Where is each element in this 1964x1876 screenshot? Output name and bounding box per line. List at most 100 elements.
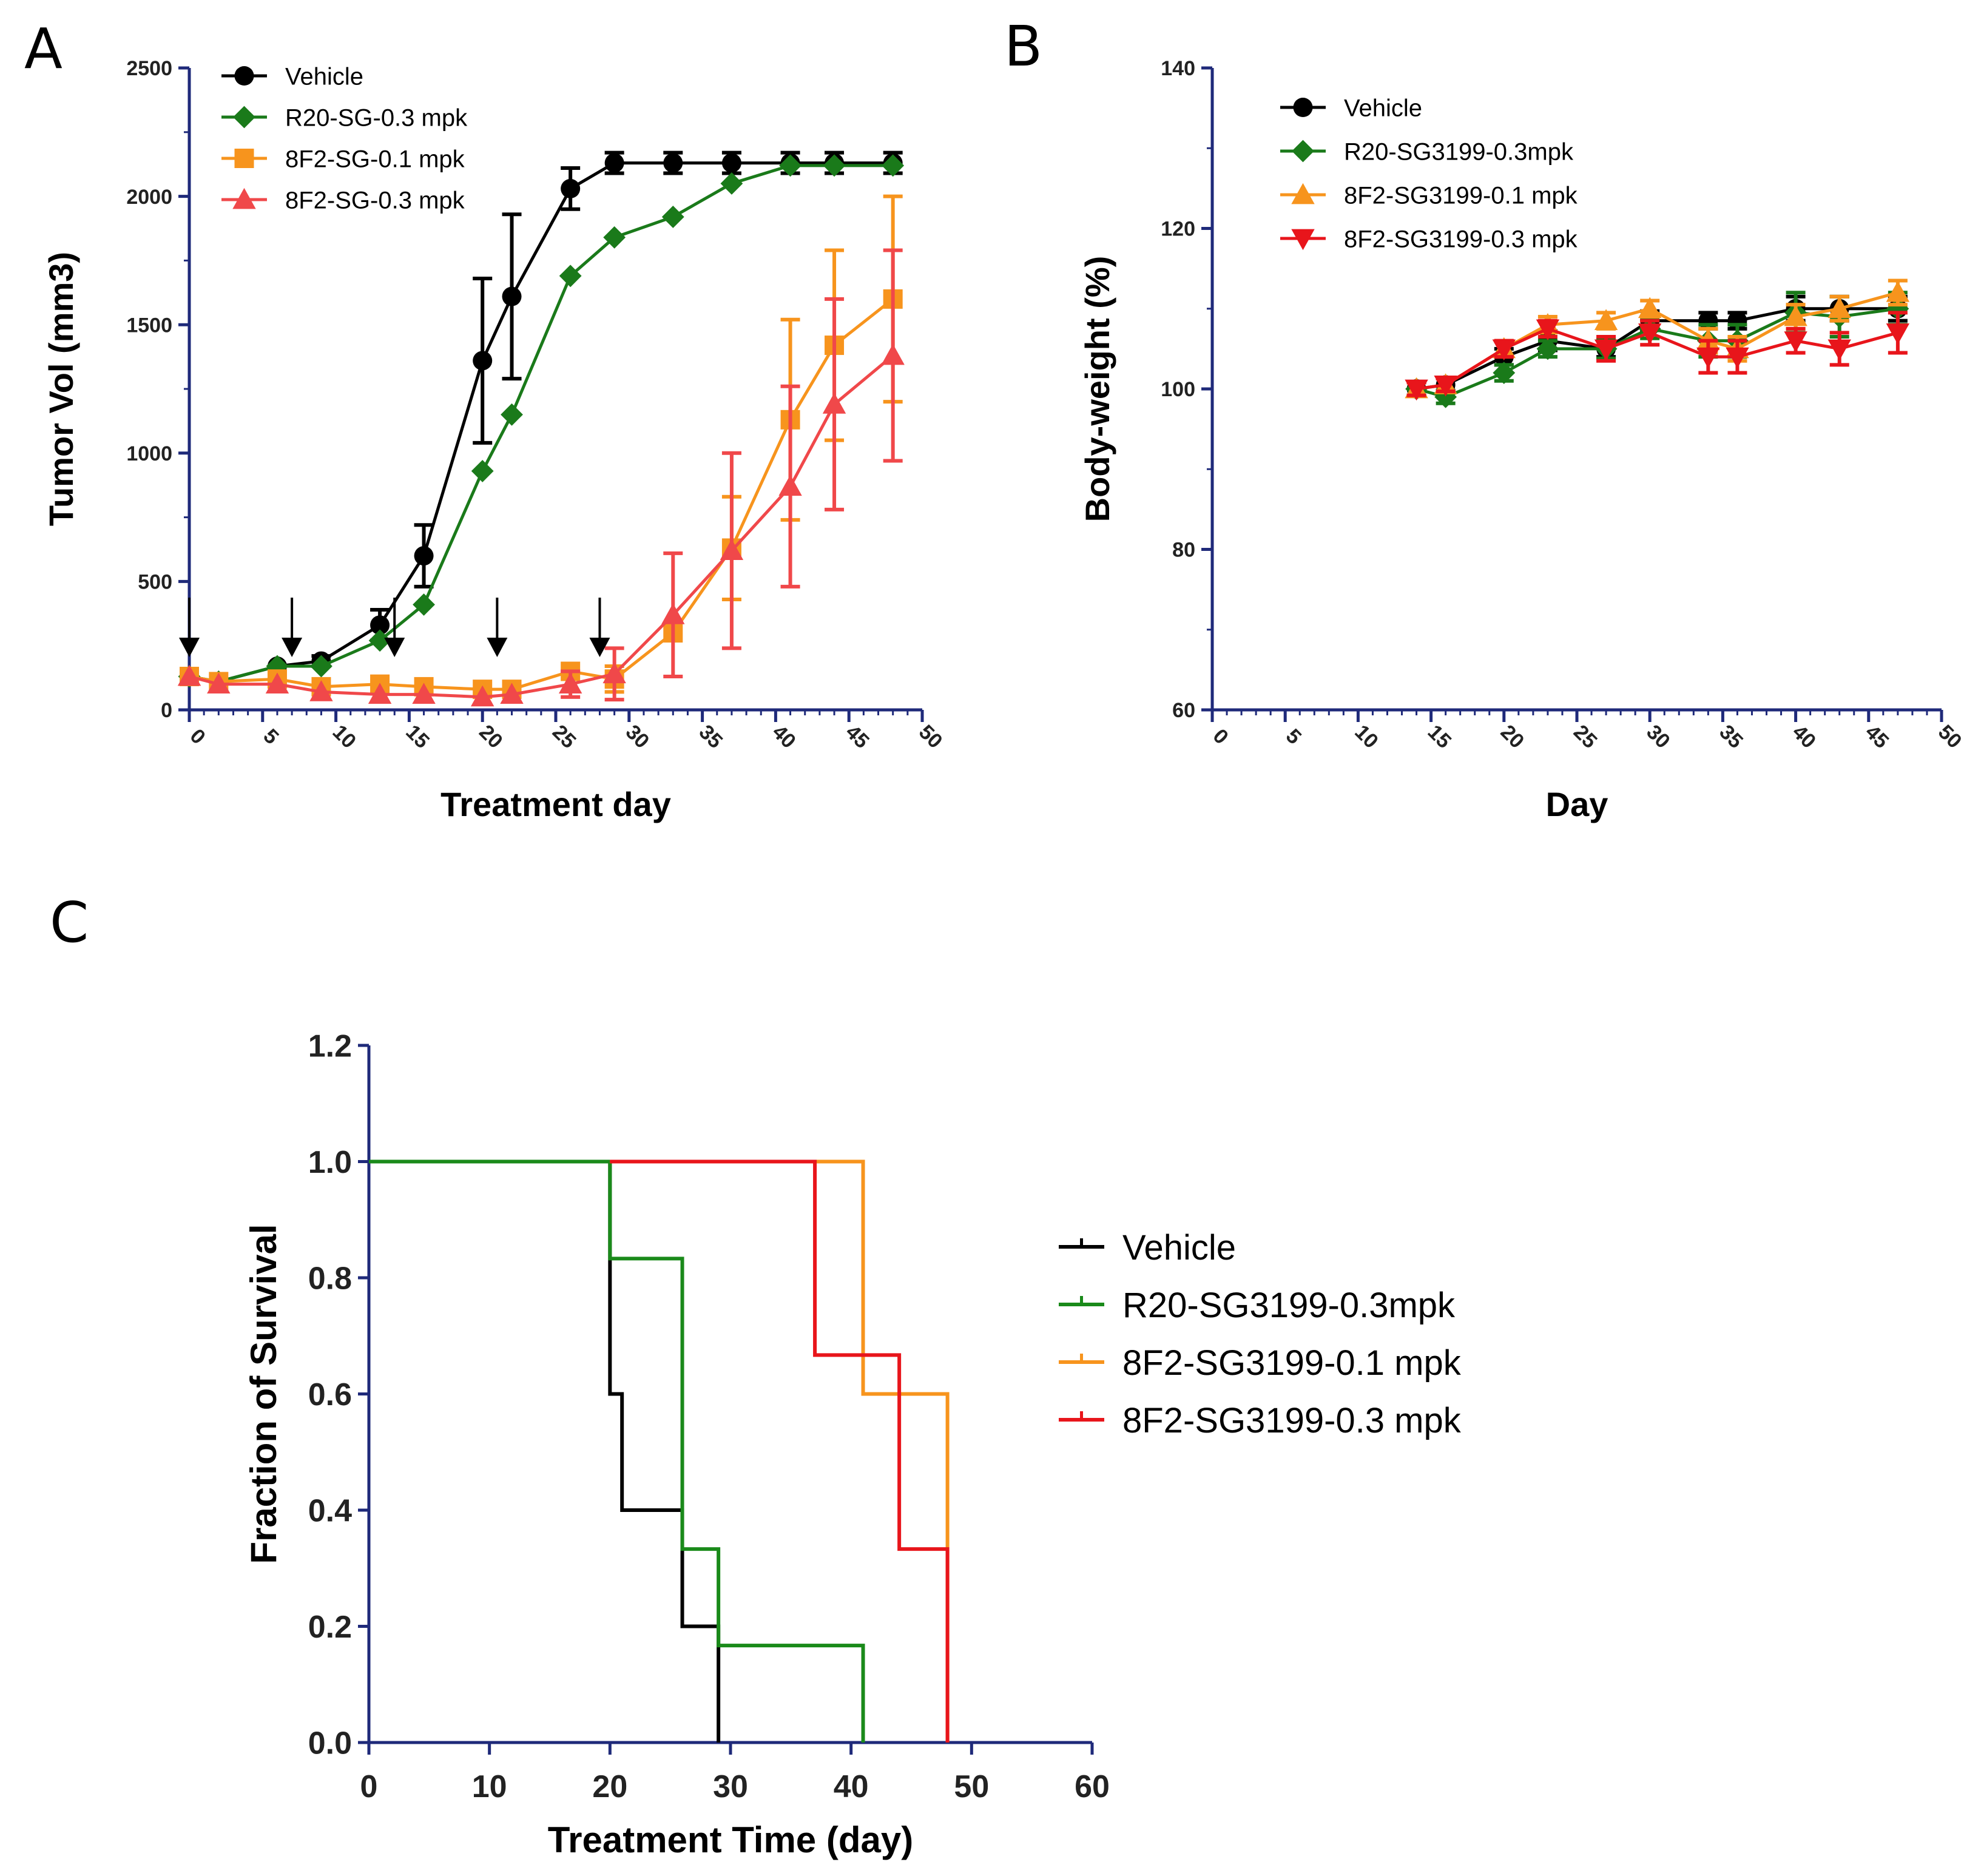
panel-letter-b: B [1004,14,1042,79]
data-point [1638,323,1662,345]
panel-letter-c: C [50,890,89,955]
data-point [1434,376,1457,397]
data-point [882,154,905,177]
x-axis-title: Treatment day [440,785,671,823]
legend-marker [234,149,254,168]
survival-step-line [369,1159,865,1743]
legend-label: 8F2-SG3199-0.1 mpk [1122,1343,1462,1383]
data-point [778,474,802,496]
series-3 [610,1159,950,1743]
legend-label: R20-SG3199-0.3mpk [1344,138,1574,165]
x-tick-label: 20 [474,720,507,753]
panel-letter-a: A [24,16,62,81]
data-point [720,172,743,195]
legend-label: 8F2-SG-0.3 mpk [285,187,465,214]
y-tick-label: 0 [161,699,172,722]
dosing-arrow-head [589,638,610,657]
legend-label: 8F2-SG3199-0.1 mpk [1344,182,1578,209]
data-point [1784,305,1807,326]
data-point [412,683,436,704]
data-point [881,343,905,365]
data-point [1827,297,1851,319]
survival-step-line [369,1159,721,1743]
x-tick-label: 15 [401,720,434,753]
data-point [559,265,582,288]
dosing-arrow-head [282,638,303,657]
data-point [207,672,231,694]
x-tick-label: 30 [713,1769,748,1804]
x-tick-label: 5 [258,724,283,749]
legend-marker [232,187,256,209]
y-tick-label: 0.4 [308,1494,352,1529]
data-point [368,629,391,652]
x-axis-title: Treatment Time (day) [548,1820,913,1860]
data-point [309,680,333,701]
data-point [822,393,846,414]
x-tick-label: 30 [1642,720,1675,753]
data-point [721,153,741,173]
chart-tumor-volume: 0 500 1000 1500 2000 2500 0 5 10 15 20 25 30 35 40 45 50… [42,57,947,823]
legend-marker [233,106,255,129]
data-point [1886,323,1910,345]
data-point [1784,331,1807,353]
x-tick-label: 40 [834,1769,869,1804]
data-point [1827,339,1851,361]
legend-label: R20-SG3199-0.3mpk [1122,1286,1456,1325]
data-point [502,286,522,306]
legend-label: 8F2-SG3199-0.3 mpk [1344,226,1578,252]
x-tick-label: 40 [1788,720,1821,753]
data-point [1492,339,1516,361]
data-point [661,206,684,228]
data-point [501,403,523,426]
y-tick-label: 120 [1161,218,1195,241]
y-tick-label: 80 [1172,539,1195,562]
series-3 [177,248,905,707]
data-point [368,683,392,704]
data-point [500,683,524,704]
legend-label: Vehicle [1344,95,1422,121]
data-point [1405,379,1428,401]
data-point [604,153,624,173]
dosing-arrow-head [179,638,200,657]
y-tick-label: 0.8 [308,1261,352,1297]
x-tick-label: 50 [1934,720,1964,753]
dosing-arrows [179,598,610,657]
legend-marker [1291,229,1315,251]
data-point [561,178,581,198]
data-point [1536,337,1559,360]
legend-label: 8F2-SG-0.1 mpk [285,146,465,172]
data-point [266,655,289,678]
series-line [1416,291,1898,391]
x-tick-label: 45 [1861,720,1894,753]
data-point [661,603,685,624]
x-tick-label: 15 [1423,720,1456,753]
y-tick-label: 1.0 [308,1145,352,1180]
data-point [370,615,390,635]
x-tick-label: 20 [1496,720,1529,753]
series-0 [369,1159,721,1743]
data-point [414,546,434,566]
data-point [1638,297,1662,319]
data-point [663,153,683,173]
x-tick-label: 50 [914,720,947,753]
legend-marker [1292,140,1314,163]
data-point [602,662,626,684]
data-point [1886,281,1910,302]
legend-label: Vehicle [1122,1228,1236,1267]
data-point [823,154,846,177]
survival-step-line [610,1159,950,1743]
data-point [1493,362,1516,384]
legend: Vehicle R20-SG-0.3 mpk 8F2-SG-0.1 mpk 8F2-S… [221,63,468,214]
y-tick-label: 2500 [126,57,172,80]
legend-marker [1291,183,1315,204]
chart-body-weight: 60 80 100 120 140 0 5 10 15 20 25 30 35 40 45 50 Day Body… [1078,57,1964,823]
legend: Vehicle R20-SG3199-0.3mpk 8F2-SG3199-0.1 m… [1059,1228,1462,1440]
x-tick-label: 0 [360,1769,378,1804]
dosing-arrow-head [384,638,405,657]
data-point [1594,309,1618,330]
y-tick-label: 1000 [126,442,172,465]
y-axis-title: Tumor Vol (mm3) [42,252,80,526]
data-point [413,593,435,616]
series-3 [1405,311,1910,401]
